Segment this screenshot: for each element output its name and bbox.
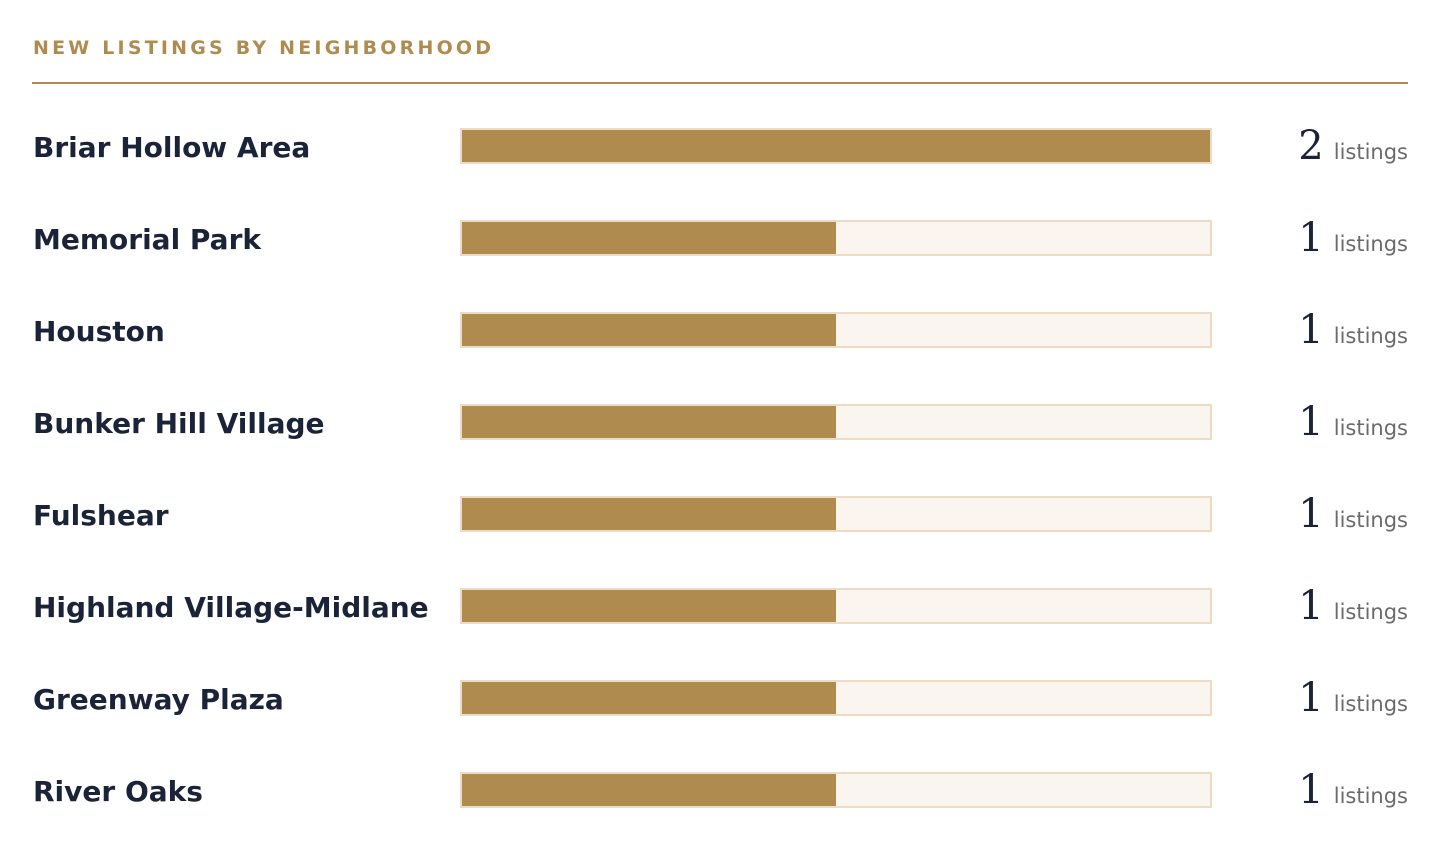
bar-track	[460, 404, 1212, 440]
bar-track	[460, 128, 1212, 164]
count-value: 1	[1298, 399, 1324, 445]
bar-track	[460, 680, 1212, 716]
title-divider	[32, 82, 1408, 84]
listing-count: 1 listings	[1298, 676, 1408, 720]
bar-row: Briar Hollow Area 2 listings	[32, 110, 1408, 202]
count-value: 2	[1298, 123, 1324, 169]
neighborhood-label: Houston	[33, 315, 165, 348]
bar-fill	[462, 774, 836, 806]
count-value: 1	[1298, 215, 1324, 261]
count-unit: listings	[1333, 600, 1408, 624]
count-unit: listings	[1333, 508, 1408, 532]
listing-count: 1 listings	[1298, 492, 1408, 536]
neighborhood-label: Highland Village-Midlane	[33, 591, 429, 624]
bar-fill	[462, 314, 836, 346]
bar-fill	[462, 222, 836, 254]
count-unit: listings	[1333, 140, 1408, 164]
listing-count: 1 listings	[1298, 768, 1408, 812]
bar-track	[460, 496, 1212, 532]
neighborhood-label: River Oaks	[33, 775, 203, 808]
neighborhood-label: Fulshear	[33, 499, 169, 532]
bar-fill	[462, 406, 836, 438]
count-unit: listings	[1333, 416, 1408, 440]
neighborhood-label: Bunker Hill Village	[33, 407, 325, 440]
count-unit: listings	[1333, 324, 1408, 348]
bar-track	[460, 772, 1212, 808]
count-unit: listings	[1333, 692, 1408, 716]
listing-count: 1 listings	[1298, 584, 1408, 628]
count-value: 1	[1298, 583, 1324, 629]
bar-row: Greenway Plaza 1 listings	[32, 662, 1408, 754]
bar-track	[460, 588, 1212, 624]
count-unit: listings	[1333, 232, 1408, 256]
count-value: 1	[1298, 491, 1324, 537]
count-unit: listings	[1333, 784, 1408, 808]
neighborhood-listings-panel: NEW LISTINGS BY NEIGHBORHOOD Briar Hollo…	[32, 0, 1408, 868]
bar-list: Briar Hollow Area 2 listings Memorial Park 1…	[32, 110, 1408, 846]
panel-title: NEW LISTINGS BY NEIGHBORHOOD	[33, 37, 495, 59]
neighborhood-label: Memorial Park	[33, 223, 262, 256]
count-value: 1	[1298, 675, 1324, 721]
count-value: 1	[1298, 767, 1324, 813]
listing-count: 1 listings	[1298, 308, 1408, 352]
listing-count: 1 listings	[1298, 400, 1408, 444]
bar-row: Highland Village-Midlane 1 listings	[32, 570, 1408, 662]
listing-count: 2 listings	[1298, 124, 1408, 168]
listing-count: 1 listings	[1298, 216, 1408, 260]
bar-row: Houston 1 listings	[32, 294, 1408, 386]
bar-row: Memorial Park 1 listings	[32, 202, 1408, 294]
bar-fill	[462, 130, 1210, 162]
bar-row: Bunker Hill Village 1 listings	[32, 386, 1408, 478]
bar-fill	[462, 498, 836, 530]
bar-track	[460, 220, 1212, 256]
bar-row: River Oaks 1 listings	[32, 754, 1408, 846]
bar-fill	[462, 590, 836, 622]
count-value: 1	[1298, 307, 1324, 353]
neighborhood-label: Briar Hollow Area	[33, 131, 311, 164]
bar-row: Fulshear 1 listings	[32, 478, 1408, 570]
neighborhood-label: Greenway Plaza	[33, 683, 284, 716]
bar-fill	[462, 682, 836, 714]
bar-track	[460, 312, 1212, 348]
